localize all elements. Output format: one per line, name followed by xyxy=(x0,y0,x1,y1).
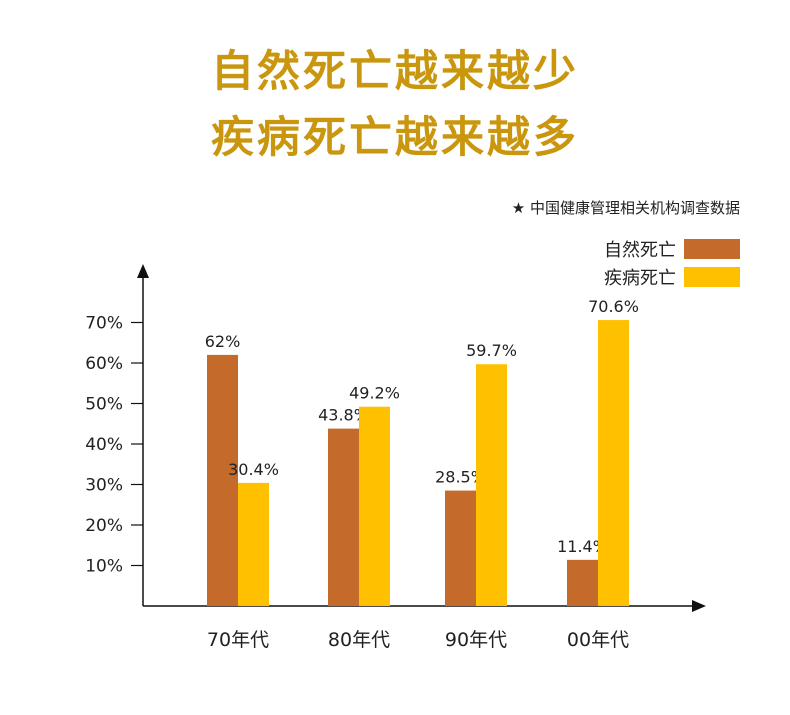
bar xyxy=(238,482,269,606)
data-label: 62% xyxy=(205,332,241,351)
data-label: 11.4% xyxy=(557,537,608,556)
legend-swatch-natural xyxy=(684,239,740,259)
y-tick-label: 60% xyxy=(85,354,123,374)
bar xyxy=(359,406,390,606)
bar xyxy=(598,320,629,606)
legend-label-natural: 自然死亡 xyxy=(604,240,676,261)
y-tick-label: 40% xyxy=(85,435,123,455)
chart-title-line-2: 疾病死亡越来越多 xyxy=(211,113,579,163)
y-tick-label: 30% xyxy=(85,476,123,496)
legend-swatch-disease xyxy=(684,267,740,287)
legend-item-natural: 自然死亡 xyxy=(604,238,740,261)
data-label: 43.8% xyxy=(318,406,369,425)
data-label: 28.5% xyxy=(435,468,486,487)
data-label: 70.6% xyxy=(588,297,639,316)
bar xyxy=(476,364,507,606)
x-tick-label: 80年代 xyxy=(328,629,390,651)
data-label: 59.7% xyxy=(466,341,517,360)
y-axis-arrow xyxy=(137,264,149,278)
legend-label-disease: 疾病死亡 xyxy=(604,268,676,289)
y-tick-label: 10% xyxy=(85,557,123,577)
legend-item-disease: 疾病死亡 xyxy=(604,266,740,289)
y-tick-label: 50% xyxy=(85,395,123,415)
bar xyxy=(445,490,476,606)
x-axis-arrow xyxy=(692,600,706,612)
source-note: ★ 中国健康管理相关机构调查数据 xyxy=(511,199,740,217)
bar xyxy=(567,559,598,606)
bar xyxy=(207,354,238,606)
chart-title-line-1: 自然死亡越来越少 xyxy=(211,47,579,97)
y-tick-label: 70% xyxy=(85,314,123,334)
x-tick-label: 70年代 xyxy=(207,629,269,651)
y-tick-label: 20% xyxy=(85,516,123,536)
bar xyxy=(328,428,359,606)
x-tick-label: 00年代 xyxy=(567,629,629,651)
data-label: 49.2% xyxy=(349,384,400,403)
data-label: 30.4% xyxy=(228,460,279,479)
x-tick-label: 90年代 xyxy=(445,629,507,651)
